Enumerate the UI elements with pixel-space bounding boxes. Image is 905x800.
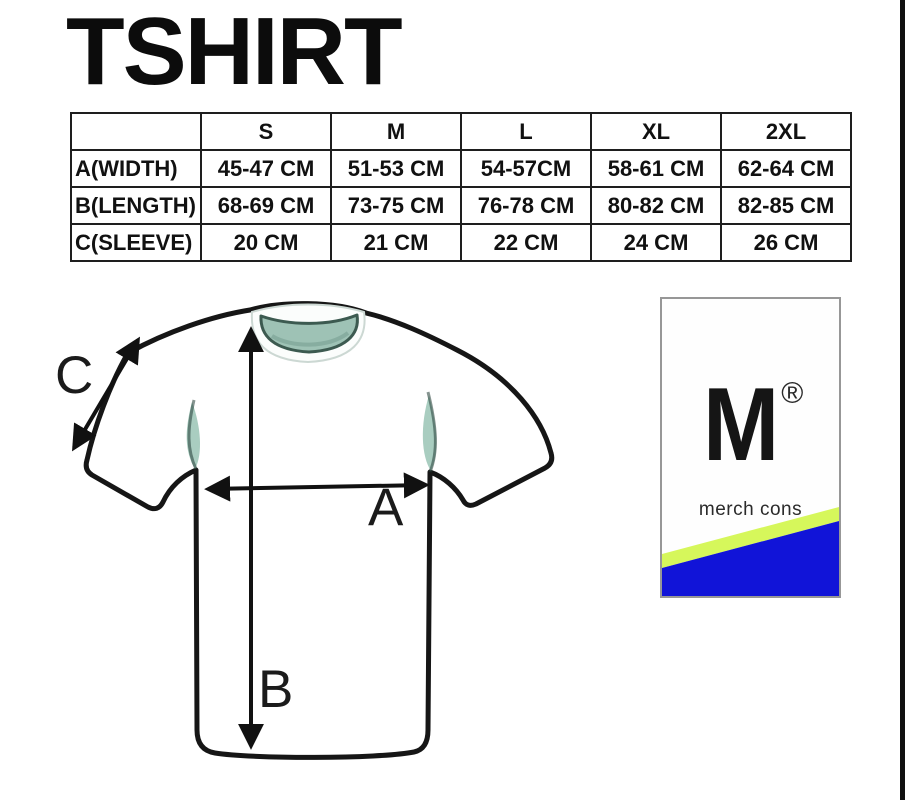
column-header-2xl: 2XL xyxy=(720,112,852,151)
table-row: B(LENGTH) 68-69 CM 73-75 CM 76-78 CM 80-… xyxy=(70,186,852,225)
page-title: TSHIRT xyxy=(66,0,403,105)
length-label-b: B xyxy=(258,660,294,719)
column-header-s: S xyxy=(200,112,332,151)
width-label-a: A xyxy=(368,478,404,537)
lime-stripe xyxy=(662,507,839,568)
width-arrow-a xyxy=(204,472,430,502)
length-s: 68-69 CM xyxy=(200,186,332,225)
column-header-m: M xyxy=(330,112,462,151)
length-m: 73-75 CM xyxy=(330,186,462,225)
tshirt-outline-drawing xyxy=(72,301,555,760)
brand-logo: M ® xyxy=(662,367,839,483)
tshirt-body-shape xyxy=(83,301,555,760)
collar-inner-shadow xyxy=(270,331,350,347)
table-header-row: S M L XL 2XL xyxy=(70,112,852,151)
left-underarm-seam xyxy=(187,399,198,470)
right-underarm-seam xyxy=(426,391,437,473)
column-header-xl: XL xyxy=(590,112,722,151)
size-table: S M L XL 2XL A(WIDTH) 45-47 CM 51-53 CM … xyxy=(70,112,852,262)
sleeve-xl: 24 CM xyxy=(590,223,722,262)
brand-label-wedge-graphic xyxy=(662,507,839,596)
row-label-width: A(WIDTH) xyxy=(70,149,202,188)
sleeve-s: 20 CM xyxy=(200,223,332,262)
length-xl: 80-82 CM xyxy=(590,186,722,225)
tshirt-measurement-diagram: A B C M ® merch cons xyxy=(0,280,905,800)
column-header-l: L xyxy=(460,112,592,151)
width-s: 45-47 CM xyxy=(200,149,332,188)
sleeve-arrow-c xyxy=(72,336,140,452)
photo-right-edge xyxy=(900,0,905,800)
sleeve-l: 22 CM xyxy=(460,223,592,262)
table-row: C(SLEEVE) 20 CM 21 CM 22 CM 24 CM 26 CM xyxy=(70,223,852,262)
registered-trademark-icon: ® xyxy=(781,377,804,410)
width-xl: 58-61 CM xyxy=(590,149,722,188)
brand-label-card: M ® merch cons xyxy=(660,297,841,598)
width-l: 54-57CM xyxy=(460,149,592,188)
blue-wedge xyxy=(662,521,839,596)
length-l: 76-78 CM xyxy=(460,186,592,225)
table-corner-cell xyxy=(70,112,202,151)
sleeve-2xl: 26 CM xyxy=(720,223,852,262)
table-row: A(WIDTH) 45-47 CM 51-53 CM 54-57CM 58-61… xyxy=(70,149,852,188)
brand-name: merch cons xyxy=(698,499,803,520)
row-label-sleeve: C(SLEEVE) xyxy=(70,223,202,262)
sleeve-m: 21 CM xyxy=(330,223,462,262)
width-m: 51-53 CM xyxy=(330,149,462,188)
brand-m-logo: M xyxy=(702,367,779,483)
row-label-length: B(LENGTH) xyxy=(70,186,202,225)
width-2xl: 62-64 CM xyxy=(720,149,852,188)
length-2xl: 82-85 CM xyxy=(720,186,852,225)
sleeve-label-c: C xyxy=(55,346,94,405)
